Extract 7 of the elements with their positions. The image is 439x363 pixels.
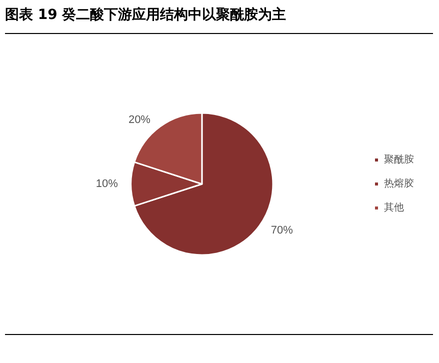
data-label: 20%	[128, 114, 151, 126]
data-label: 10%	[96, 178, 118, 190]
legend-label: 热熔胶	[384, 178, 414, 190]
data-label: 70%	[270, 224, 294, 236]
legend-label: 聚酰胺	[384, 154, 414, 166]
legend-label: 其他	[384, 202, 404, 214]
chart-title: 图表 19 癸二酸下游应用结构中以聚酰胺为主	[5, 6, 286, 24]
